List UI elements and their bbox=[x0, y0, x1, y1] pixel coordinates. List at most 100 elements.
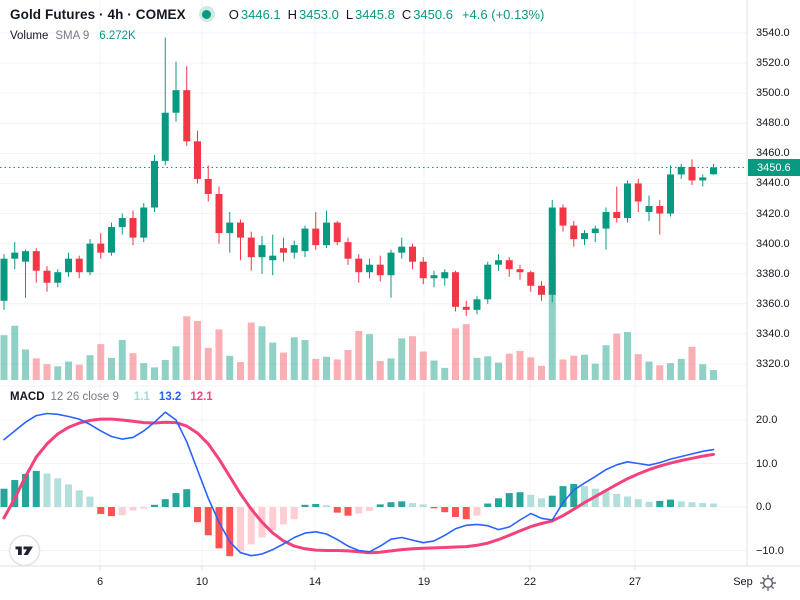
market-status-dot-icon[interactable] bbox=[198, 6, 215, 22]
macd-histogram-bar bbox=[441, 507, 449, 513]
volume-bar bbox=[97, 344, 105, 380]
candle-body bbox=[570, 225, 578, 240]
signal-line bbox=[2, 417, 715, 555]
symbol-header[interactable]: Gold Futures · 4h · COMEX O 3446.1 H 345… bbox=[10, 5, 544, 23]
volume-bar bbox=[602, 345, 610, 380]
macd-histogram-bar bbox=[140, 507, 148, 509]
candle-body bbox=[269, 255, 277, 261]
candle-body bbox=[290, 245, 298, 253]
volume-bar bbox=[473, 357, 481, 380]
volume-bar bbox=[527, 357, 535, 380]
volume-bar bbox=[495, 362, 502, 380]
volume-bar bbox=[484, 356, 492, 380]
volume-bar bbox=[538, 365, 545, 380]
candle-body bbox=[65, 258, 72, 273]
price-tick-label: 3440.0 bbox=[756, 177, 790, 190]
macd-histogram-bar bbox=[484, 503, 492, 507]
price-change: +4.6 (+0.13%) bbox=[461, 6, 545, 22]
macd-histogram-bar bbox=[290, 507, 298, 520]
macd-tick-label: 0.0 bbox=[756, 501, 772, 513]
candle-body bbox=[559, 207, 567, 226]
macd-histogram-bar bbox=[54, 478, 62, 507]
volume-bar bbox=[151, 367, 158, 380]
candle-body bbox=[97, 243, 105, 253]
volume-bar bbox=[290, 337, 298, 380]
volume-bar bbox=[65, 361, 72, 380]
symbol-title[interactable]: Gold Futures · 4h · COMEX bbox=[10, 6, 186, 22]
candle-body bbox=[118, 218, 126, 228]
candle-body bbox=[140, 207, 148, 238]
macd-histogram-bar bbox=[204, 507, 212, 536]
macd-histogram-bar bbox=[505, 493, 513, 507]
settings-gear-icon[interactable] bbox=[759, 574, 777, 592]
tradingview-logo[interactable] bbox=[8, 534, 41, 567]
volume-bar bbox=[581, 354, 588, 380]
macd-histogram-bar bbox=[237, 507, 244, 552]
candle-body bbox=[634, 183, 642, 202]
macd-indicator-name[interactable]: MACD bbox=[10, 391, 45, 403]
time-axis[interactable]: 6 10 14 19 22 27 Sep bbox=[0, 566, 800, 600]
volume-bar bbox=[247, 322, 255, 380]
price-tick-label: 3420.0 bbox=[756, 207, 790, 220]
volume-bar bbox=[355, 330, 363, 380]
price-axis[interactable]: 3320.0 3340.0 3360.0 3380.0 3400.0 3420.0 3440… bbox=[747, 0, 800, 386]
candle-body bbox=[699, 177, 707, 181]
volume-bar bbox=[118, 339, 126, 380]
volume-bar bbox=[280, 352, 287, 380]
grid-layer bbox=[0, 0, 747, 566]
volume-bar bbox=[54, 366, 62, 380]
volume-indicator-name[interactable]: Volume bbox=[10, 30, 49, 42]
macd-histogram-bar bbox=[32, 470, 40, 507]
macd-histogram-bar bbox=[634, 499, 642, 507]
candle-body bbox=[183, 90, 191, 142]
macd-lines-layer bbox=[2, 411, 715, 557]
candle-body bbox=[419, 261, 427, 279]
candle-body bbox=[215, 193, 223, 234]
macd-line bbox=[3, 411, 715, 557]
macd-histogram-bar bbox=[323, 505, 330, 507]
volume-bar bbox=[409, 336, 416, 380]
macd-histogram-bar bbox=[656, 500, 664, 507]
volume-bar bbox=[570, 355, 578, 380]
time-tick-label: 19 bbox=[417, 576, 431, 588]
volume-bar bbox=[258, 326, 266, 380]
volume-indicator-row[interactable]: Volume SMA 9 6.272K bbox=[10, 30, 136, 42]
volume-bar bbox=[462, 324, 470, 380]
volume-bar bbox=[108, 357, 115, 380]
candle-body bbox=[301, 228, 309, 252]
macd-histogram-bar bbox=[366, 507, 373, 511]
time-tick-label: 22 bbox=[523, 576, 537, 588]
volume-bar bbox=[43, 364, 51, 380]
volume-bar bbox=[624, 332, 631, 380]
candle-body bbox=[151, 160, 158, 208]
candle-body bbox=[667, 174, 674, 214]
macd-histogram-bar bbox=[312, 503, 320, 507]
volume-bar bbox=[656, 365, 664, 380]
macd-histogram-bar bbox=[280, 507, 287, 525]
candle-body bbox=[484, 264, 492, 300]
candle-body bbox=[312, 228, 320, 246]
macd-histogram-bar bbox=[688, 502, 696, 507]
macd-histogram-bar bbox=[581, 486, 588, 507]
price-tick-label: 3520.0 bbox=[756, 57, 790, 70]
macd-value-axis[interactable]: −10.0 0.0 10.0 20.0 bbox=[747, 386, 800, 566]
candle-body bbox=[194, 141, 201, 179]
candle-body bbox=[516, 269, 524, 273]
time-tick-label: 10 bbox=[195, 576, 209, 588]
macd-histogram-bar bbox=[548, 495, 556, 507]
macd-histogram-bar bbox=[376, 504, 384, 507]
candle-body bbox=[247, 237, 255, 258]
candle-body bbox=[204, 178, 212, 194]
macd-line-value: 13.2 bbox=[158, 391, 182, 403]
macd-histogram-bar bbox=[699, 503, 707, 507]
volume-bar bbox=[452, 328, 459, 380]
candle-body bbox=[613, 212, 621, 219]
volume-bar bbox=[215, 329, 223, 380]
candle-body bbox=[22, 251, 29, 262]
candle-body bbox=[387, 252, 395, 276]
volume-bar bbox=[710, 369, 717, 380]
macd-histogram-bar bbox=[75, 490, 83, 507]
macd-indicator-row[interactable]: MACD 12 26 close 9 1.1 13.2 12.1 bbox=[10, 391, 213, 403]
volume-bar bbox=[269, 342, 277, 380]
